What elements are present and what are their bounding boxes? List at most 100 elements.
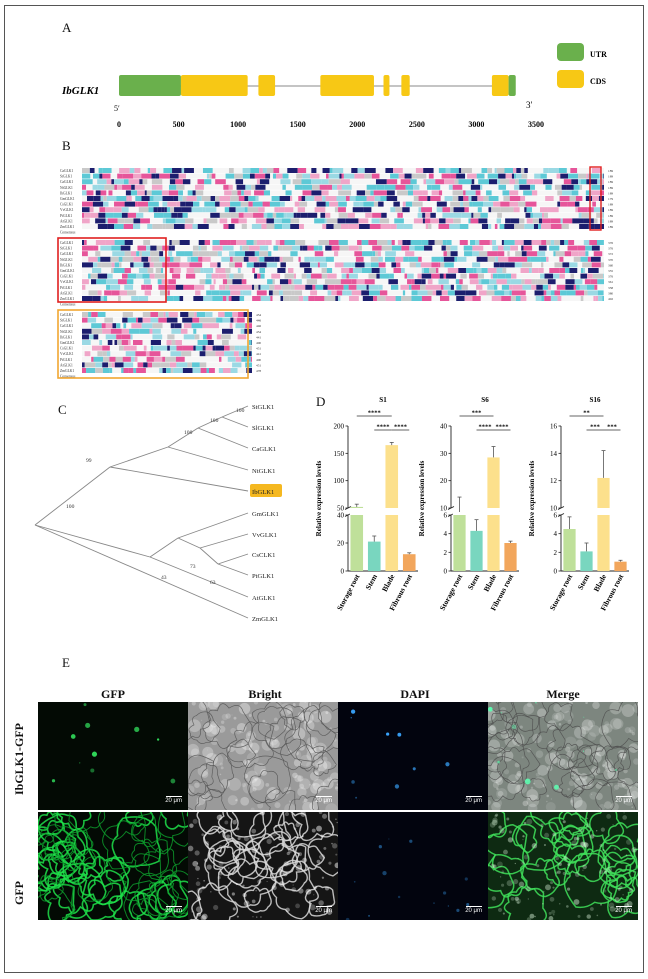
- alignment-residue-block: [373, 296, 377, 301]
- alignment-residue-block: [248, 245, 260, 251]
- alignment-residue-block: [256, 179, 260, 185]
- alignment-residue-block: [91, 345, 103, 351]
- micro-image-content: [51, 703, 176, 784]
- alignment-residue-block: [90, 212, 99, 218]
- alignment-residue-block: [222, 296, 227, 301]
- alignment-residue-block: [222, 368, 231, 373]
- alignment-residue-block: [304, 268, 312, 273]
- alignment-residue-block: [464, 296, 473, 301]
- tree-taxon-label: IbGLK1: [252, 489, 274, 496]
- alignment-residue-block: [298, 296, 304, 301]
- alignment-residue-block: [471, 179, 475, 185]
- alignment-residue-block: [231, 218, 239, 224]
- alignment-residue-block: [198, 251, 210, 257]
- alignment-residue-block: [259, 168, 263, 173]
- alignment-residue-block: [97, 290, 102, 296]
- scale-bar-label: 20 μm: [465, 908, 482, 914]
- bar: [350, 506, 364, 571]
- alignment-residue-block: [549, 245, 560, 251]
- alignment-residue-block: [222, 317, 231, 323]
- alignment-residue-block: [349, 268, 353, 273]
- alignment-residue-block: [293, 279, 302, 285]
- alignment-residue-block: [294, 290, 303, 296]
- alignment-residue-block: [560, 201, 568, 207]
- alignment-residue-block: [228, 224, 235, 229]
- alignment-residue-block: [421, 279, 426, 285]
- alignment-residue-block: [232, 312, 239, 317]
- alignment-residue-block: [442, 212, 454, 218]
- scale-bar-label: 20 μm: [165, 908, 182, 914]
- alignment-residue-block: [338, 207, 346, 213]
- alignment-residue-block: [404, 173, 412, 179]
- alignment-residue-block: [206, 218, 218, 224]
- alignment-residue-block: [255, 196, 259, 201]
- alignment-residue-block: [332, 184, 338, 190]
- alignment-residue-block: [187, 256, 191, 262]
- alignment-residue-block: [576, 284, 580, 290]
- alignment-residue-block: [159, 368, 163, 373]
- alignment-residue-block: [470, 218, 479, 224]
- alignment-residue-block: [361, 268, 372, 273]
- alignment-residue-block: [338, 212, 348, 218]
- alignment-residue-block: [351, 168, 358, 173]
- alignment-residue-block: [488, 179, 498, 185]
- alignment-residue-block: [283, 296, 290, 301]
- alignment-residue-block: [218, 312, 225, 317]
- alignment-residue-block: [284, 273, 294, 279]
- alignment-residue-block: [170, 207, 175, 213]
- alignment-residue-block: [133, 368, 137, 373]
- alignment-position: 361: [608, 280, 613, 284]
- alignment-residue-block: [544, 296, 551, 301]
- alignment-residue-block: [428, 240, 435, 245]
- alignment-residue-block: [462, 179, 472, 185]
- alignment-residue-block: [109, 356, 116, 362]
- alignment-residue-block: [183, 284, 195, 290]
- alignment-residue-block: [421, 273, 432, 279]
- alignment-residue-block: [154, 273, 165, 279]
- alignment-residue-block: [150, 340, 161, 345]
- alignment-residue-block: [590, 279, 598, 285]
- alignment-residue-block: [465, 268, 474, 273]
- bar: [597, 477, 610, 571]
- alignment-residue-block: [194, 334, 200, 340]
- tree-branch: [217, 563, 249, 576]
- alignment-residue-block: [212, 323, 219, 329]
- alignment-residue-block: [249, 345, 252, 351]
- alignment-residue-block: [429, 268, 436, 273]
- alignment-residue-block: [393, 201, 400, 207]
- alignment-residue-block: [424, 245, 433, 251]
- alignment-residue-block: [254, 190, 264, 196]
- alignment-residue-block: [105, 240, 115, 245]
- alignment-residue-block: [250, 356, 252, 362]
- alignment-residue-block: [602, 212, 604, 218]
- alignment-residue-block: [243, 190, 251, 196]
- alignment-residue-block: [158, 284, 167, 290]
- alignment-residue-block: [569, 268, 578, 273]
- alignment-residue-block: [116, 334, 122, 340]
- alignment-residue-block: [186, 268, 195, 273]
- alignment-residue-block: [480, 212, 488, 218]
- alignment-position: 189: [608, 219, 613, 223]
- alignment-residue-block: [240, 328, 245, 334]
- alignment-residue-block: [151, 173, 156, 179]
- alignment-residue-block: [276, 212, 284, 218]
- alignment-residue-block: [224, 312, 233, 317]
- alignment-residue-block: [514, 184, 520, 190]
- alignment-residue-block: [498, 256, 509, 262]
- alignment-residue-block: [95, 218, 106, 224]
- alignment-residue-block: [533, 224, 539, 229]
- alignment-residue-block: [314, 296, 325, 301]
- alignment-residue-block: [150, 168, 157, 173]
- alignment-residue-block: [205, 351, 216, 357]
- alignment-residue-block: [450, 245, 458, 251]
- alignment-residue-block: [88, 273, 91, 279]
- micro-image-content: [38, 812, 188, 920]
- alignment-residue-block: [351, 279, 357, 285]
- alignment-residue-block: [82, 284, 86, 290]
- alignment-residue-block: [521, 245, 524, 251]
- alignment-residue-block: [261, 224, 267, 229]
- alignment-residue-block: [126, 279, 134, 285]
- alignment-residue-block: [536, 284, 543, 290]
- tree-taxon-label: StGLK1: [252, 404, 274, 411]
- alignment-residue-block: [496, 218, 502, 224]
